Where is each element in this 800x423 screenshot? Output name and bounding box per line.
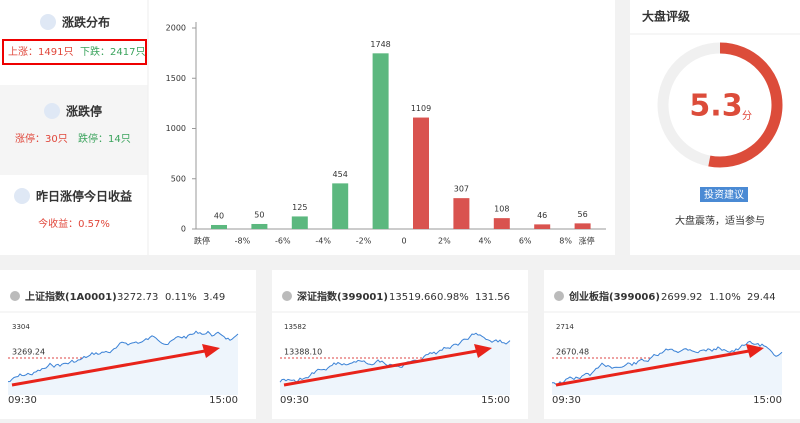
index-name: 上证指数(1A0001) [25, 290, 117, 303]
trend-arrow [283, 349, 478, 387]
advice-button[interactable] [700, 187, 748, 202]
y-tick-label: 2000 [166, 24, 186, 33]
icon [44, 103, 60, 119]
value-label: 40 [214, 211, 224, 220]
trend-arrow [11, 349, 206, 387]
gauge-arc [708, 42, 783, 168]
trend-arrowhead [474, 344, 492, 358]
start-time: 09:30 [280, 395, 309, 406]
index-change: 131.56 [475, 292, 510, 303]
x-tick-label: 6% [519, 237, 532, 246]
limit-down: 跌停：14只 [78, 132, 131, 145]
clock-icon [10, 291, 20, 301]
y-tick-label: 1500 [166, 74, 186, 83]
bar [251, 223, 268, 229]
value-label: 125 [292, 203, 307, 212]
prev-close-label: 2670.48 [556, 348, 589, 357]
x-tick-label: 跌停 [194, 236, 210, 246]
advice-button-label[interactable]: 投资建议 [704, 188, 744, 201]
bar [453, 198, 470, 229]
score-unit: 分 [742, 110, 752, 122]
end-time: 15:00 [481, 395, 510, 406]
title: 昨日涨停今日收益 [36, 189, 132, 204]
value-label: 56 [578, 210, 588, 219]
bar [534, 224, 551, 229]
title: 涨跌分布 [62, 15, 110, 30]
x-tick-label: -2% [356, 237, 372, 246]
value-label: 108 [494, 205, 509, 214]
value-label: 1109 [411, 104, 431, 113]
value-label: 454 [333, 170, 348, 179]
bar [211, 224, 227, 229]
title: 涨跌停 [66, 104, 102, 119]
clock-icon [282, 291, 292, 301]
trend-arrow [555, 349, 750, 387]
clock-icon [554, 291, 564, 301]
index-pct: 1.10% [709, 292, 741, 303]
highlight-box [2, 39, 147, 65]
bar [332, 183, 349, 229]
up-count: 上涨：1491只 [8, 46, 73, 58]
bar [574, 223, 591, 229]
prev-close-label: 3269.24 [12, 348, 45, 357]
value-label: 46 [537, 211, 547, 220]
price-area [280, 333, 510, 395]
y-tick-label: 1000 [166, 124, 186, 133]
index-pct: 0.98% [437, 292, 469, 303]
bar [413, 117, 429, 229]
value-label: 50 [254, 210, 264, 219]
prev-close-label: 13388.10 [284, 348, 322, 357]
index-price: 13519.66 [389, 292, 437, 303]
trend-arrowhead [746, 344, 764, 358]
limit-section [0, 85, 148, 175]
index-name: 创业板指(399006) [568, 290, 660, 303]
x-tick-label: 8% [559, 237, 572, 246]
index-change: 3.49 [203, 292, 225, 303]
x-tick-label: 涨停 [579, 236, 595, 246]
down-count: 下跌：2417只 [80, 45, 145, 58]
y-tick-label: 500 [171, 174, 186, 183]
icon [14, 188, 30, 204]
yesterday-return: 今收益：0.57% [38, 217, 110, 230]
index-price: 3272.73 [117, 292, 158, 303]
rating-title: 大盘评级 [642, 9, 690, 24]
end-time: 15:00 [209, 395, 238, 406]
high-label: 2714 [556, 323, 574, 331]
limit-up: 涨停：30只 [15, 132, 68, 145]
index-name: 深证指数(399001) [297, 290, 388, 303]
price-area [8, 331, 238, 395]
index-cards: 上证指数(1A0001) 3272.73 0.11% 3.49 3304 3269.24 0… [0, 270, 800, 419]
x-tick-label: 0 [401, 237, 406, 246]
x-tick-label: 2% [438, 237, 451, 246]
value-label: 307 [454, 185, 469, 194]
price-line [552, 340, 783, 385]
icon [40, 14, 56, 30]
x-tick-label: -8% [235, 237, 251, 246]
x-tick-label: 4% [478, 237, 491, 246]
index-change: 29.44 [747, 292, 776, 303]
high-label: 3304 [12, 323, 30, 331]
x-tick-label: -6% [275, 237, 291, 246]
price-line [7, 330, 239, 383]
start-time: 09:30 [8, 395, 37, 406]
advice: 大盘震荡，适当参与 [675, 214, 765, 227]
bar-chart: 0 500 1000 1500 2000 40 50 125 454 1748 1109 307 108… [166, 22, 606, 246]
start-time: 09:30 [552, 395, 581, 406]
index-pct: 0.11% [165, 292, 197, 303]
bar [493, 218, 510, 229]
end-time: 15:00 [753, 395, 782, 406]
index-price: 2699.92 [661, 292, 702, 303]
y-tick-label: 0 [181, 225, 186, 234]
high-label: 13582 [284, 323, 306, 331]
value-label: 1748 [370, 40, 390, 49]
trend-arrowhead [202, 344, 220, 358]
score: 5.3 [689, 89, 742, 124]
bar [291, 216, 308, 229]
bar [372, 53, 389, 229]
x-tick-label: -4% [315, 237, 331, 246]
